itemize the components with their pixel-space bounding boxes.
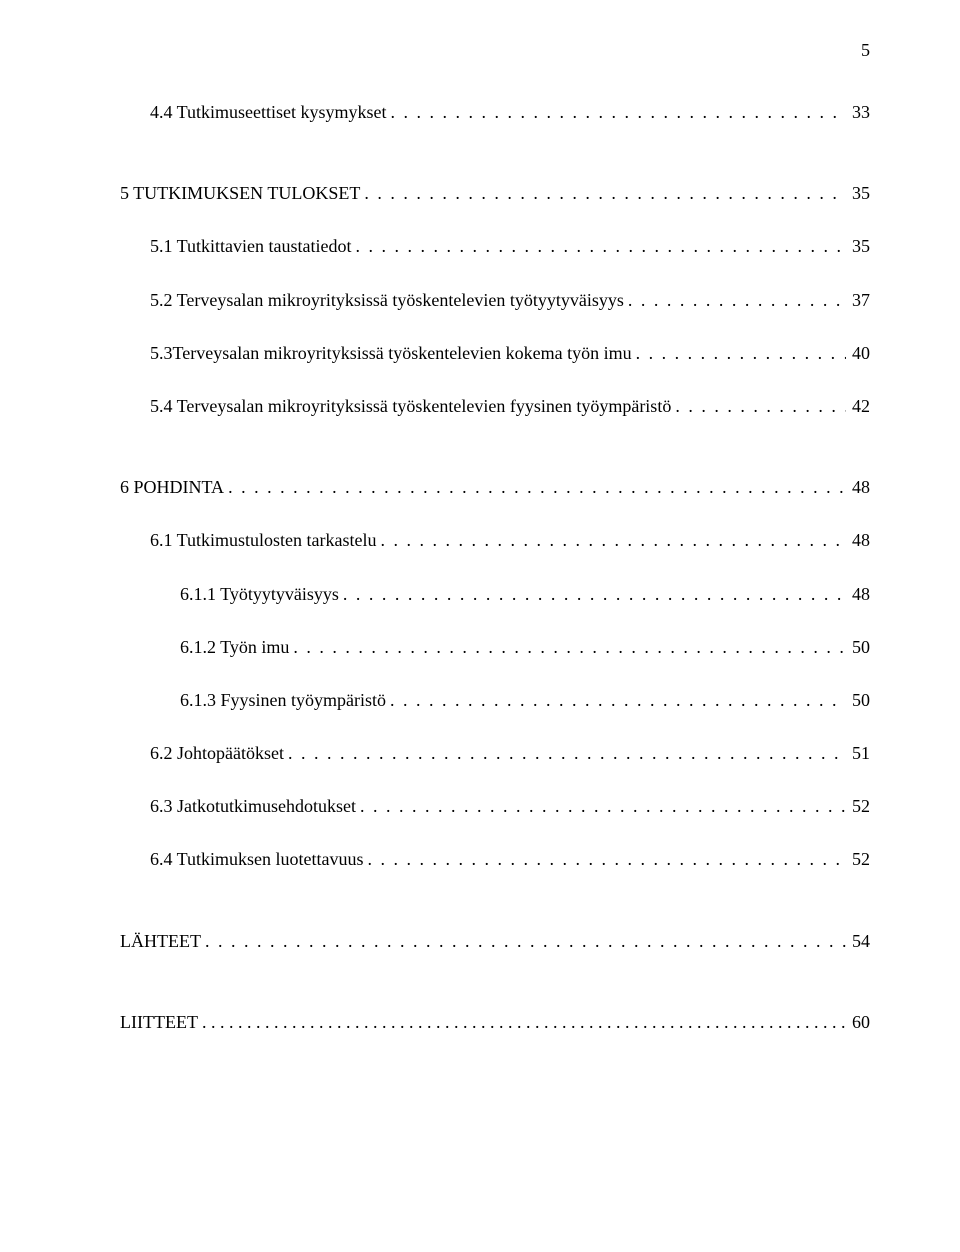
toc-entry-page: 48 [846,528,870,553]
toc-entry-label: 6.1.3 Fyysinen työympäristö [180,688,386,713]
toc-leader [289,635,846,660]
toc-entry: 5.2 Terveysalan mikroyrityksissä työsken… [150,288,870,313]
toc-entry-label: 5 TUTKIMUKSEN TULOKSET [120,181,360,206]
toc-leader [356,794,846,819]
toc-entry-page: 40 [846,341,870,366]
toc-entry-label: 5.3Terveysalan mikroyrityksissä työskent… [150,341,632,366]
toc-entry-label: 6.1.1 Työtyytyväisyys [180,582,339,607]
toc-entry-page: 42 [846,394,870,419]
table-of-contents: 4.4 Tutkimuseettiset kysymykset 33 5 TUTKI… [120,100,870,1035]
toc-entry: 6.3 Jatkotutkimusehdotukset 52 [150,794,870,819]
toc-entry-page: 50 [846,635,870,660]
toc-entry-page: 50 [846,688,870,713]
toc-entry-page: 48 [846,582,870,607]
toc-entry: 6.4 Tutkimuksen luotettavuus 52 [150,847,870,872]
toc-entry-page: 51 [846,741,870,766]
toc-entry: 5 TUTKIMUKSEN TULOKSET 35 [120,181,870,206]
toc-entry-label: 5.1 Tutkittavien taustatiedot [150,234,352,259]
toc-entry: 4.4 Tutkimuseettiset kysymykset 33 [150,100,870,125]
toc-entry: 5.4 Terveysalan mikroyrityksissä työsken… [150,394,870,419]
toc-entry-page: 52 [846,794,870,819]
toc-entry-label: 4.4 Tutkimuseettiset kysymykset [150,100,387,125]
toc-entry-page: 33 [846,100,870,125]
toc-entry-page: 37 [846,288,870,313]
page-number: 5 [861,40,870,61]
toc-entry-label: LIITTEET [120,1010,198,1035]
toc-entry-page: 60 [846,1010,870,1035]
toc-entry: LÄHTEET 54 [120,929,870,954]
toc-entry-label: 6.1.2 Työn imu [180,635,289,660]
toc-entry: 6.1.2 Työn imu 50 [180,635,870,660]
toc-leader [352,234,847,259]
toc-leader [224,475,846,500]
toc-entry-label: 6.1 Tutkimustulosten tarkastelu [150,528,377,553]
toc-entry-label: LÄHTEET [120,929,201,954]
toc-leader [284,741,846,766]
toc-entry-label: 6.2 Johtopäätökset [150,741,284,766]
toc-entry-page: 52 [846,847,870,872]
toc-entry: LIITTEET 60 [120,1010,870,1035]
toc-entry-label: 6.4 Tutkimuksen luotettavuus [150,847,364,872]
toc-leader [364,847,846,872]
toc-entry-page: 48 [846,475,870,500]
toc-entry: 6.1 Tutkimustulosten tarkastelu 48 [150,528,870,553]
toc-entry-label: 5.4 Terveysalan mikroyrityksissä työsken… [150,394,671,419]
toc-entry: 6.1.3 Fyysinen työympäristö 50 [180,688,870,713]
toc-leader [360,181,846,206]
toc-entry: 6 POHDINTA 48 [120,475,870,500]
toc-leader [386,688,846,713]
toc-entry: 6.1.1 Työtyytyväisyys 48 [180,582,870,607]
toc-entry-label: 6.3 Jatkotutkimusehdotukset [150,794,356,819]
toc-entry: 5.3Terveysalan mikroyrityksissä työskent… [150,341,870,366]
toc-leader [387,100,846,125]
toc-entry-label: 5.2 Terveysalan mikroyrityksissä työsken… [150,288,624,313]
toc-leader [201,929,846,954]
toc-leader [377,528,846,553]
toc-entry-page: 54 [846,929,870,954]
toc-leader [632,341,846,366]
toc-leader [339,582,846,607]
toc-leader [624,288,846,313]
toc-entry: 5.1 Tutkittavien taustatiedot 35 [150,234,870,259]
toc-entry-label: 6 POHDINTA [120,475,224,500]
toc-entry: 6.2 Johtopäätökset 51 [150,741,870,766]
toc-entry-page: 35 [846,181,870,206]
toc-entry-page: 35 [846,234,870,259]
toc-leader [671,394,846,419]
toc-leader [198,1010,846,1035]
